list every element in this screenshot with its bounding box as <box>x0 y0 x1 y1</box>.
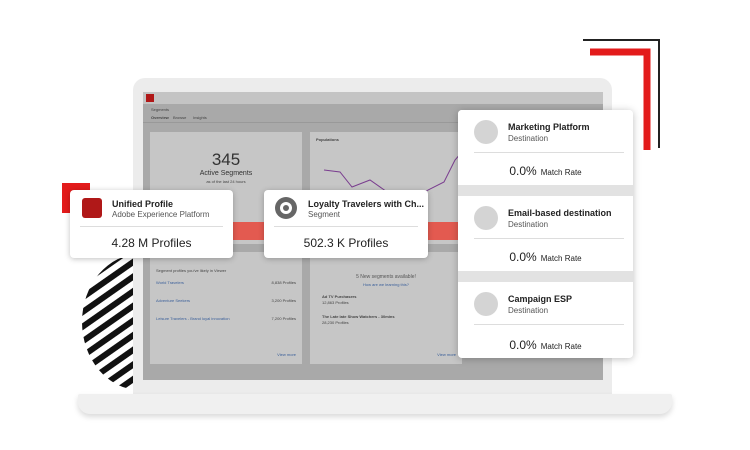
destination-type: Destination <box>508 306 549 315</box>
match-rate: 0.0% <box>509 250 537 264</box>
active-note: as of the last 24 hours <box>206 179 246 184</box>
card-icon <box>275 197 297 219</box>
match-rate-label: Match Rate <box>540 342 582 351</box>
app-logo <box>146 94 154 102</box>
match-rate: 0.0% <box>509 164 537 178</box>
new-segments-link[interactable]: How are we learning this? <box>362 282 410 287</box>
destinations-panel: Marketing Platform Destination 0.0% Match… <box>458 110 633 358</box>
destination-type: Destination <box>508 134 549 143</box>
destination-name: Campaign ESP <box>508 294 573 304</box>
match-rate-label: Match Rate <box>540 168 582 177</box>
segment-count: 7,200 Profiles <box>271 316 296 321</box>
match-rate: 0.0% <box>509 338 537 352</box>
tab[interactable]: Browse <box>173 115 187 120</box>
new-count: 28,230 Profiles <box>322 320 349 325</box>
segment-count: 8,838 Profiles <box>271 280 296 285</box>
card-subtitle: Segment <box>308 210 341 219</box>
laptop-base <box>78 394 672 414</box>
card-value: 502.3 K Profiles <box>303 236 389 250</box>
segment-link[interactable]: Leisure Travelers - Brand loyal innovati… <box>156 316 230 321</box>
segment-link[interactable]: Adventure Seekers <box>156 298 191 303</box>
active-label: Active Segments <box>199 170 253 177</box>
corner-line <box>583 39 660 148</box>
view-more[interactable]: View more <box>437 352 456 357</box>
destination[interactable]: Campaign ESP Destination 0.0% Match Rate <box>458 282 633 357</box>
striped-shape <box>82 255 136 390</box>
nav-title: Segments <box>151 107 170 112</box>
list-note: Segment profiles you’ve likely in Viewer <box>156 268 227 273</box>
card-title: Loyalty Travelers with Ch... <box>308 199 425 209</box>
segment-card: Loyalty Travelers with Ch... Segment 502… <box>264 190 428 258</box>
segment-count: 3,200 Profiles <box>271 298 296 303</box>
corner-line-red <box>590 48 651 150</box>
segment-link[interactable]: World Travelers <box>156 280 184 285</box>
destination-type: Destination <box>508 220 549 229</box>
card-value: 4.28 M Profiles <box>111 236 192 250</box>
card-subtitle: Adobe Experience Platform <box>112 210 210 219</box>
match-rate-label: Match Rate <box>540 254 582 263</box>
divider <box>143 122 603 123</box>
active-count: 345 <box>211 150 241 169</box>
card-icon <box>82 198 102 218</box>
new-segments-panel: 5 New segments available! How are we lea… <box>310 252 462 364</box>
destination[interactable]: Email-based destination Destination 0.0%… <box>458 196 633 271</box>
destination-name: Email-based destination <box>508 208 612 218</box>
view-more[interactable]: View more <box>277 352 296 357</box>
new-segments: 5 New segments available! <box>356 274 416 280</box>
tab[interactable]: Insights <box>193 115 207 120</box>
destination[interactable]: Marketing Platform Destination 0.0% Match… <box>458 110 633 185</box>
new-count: 12,863 Profiles <box>322 300 349 305</box>
card-title: Unified Profile <box>112 199 174 209</box>
new-row: Ad TV Purchasers <box>322 294 357 299</box>
tab[interactable]: Overview <box>151 115 169 120</box>
destination-name: Marketing Platform <box>508 122 590 132</box>
segments-panel: Segment profiles you’ve likely in Viewer… <box>150 252 302 364</box>
populations-title: Populations <box>316 137 339 142</box>
top-bar <box>143 92 603 104</box>
profile-card: Unified Profile Adobe Experience Platfor… <box>70 190 233 258</box>
new-row: The Late late Show Watchers - 30mins <box>322 314 395 319</box>
